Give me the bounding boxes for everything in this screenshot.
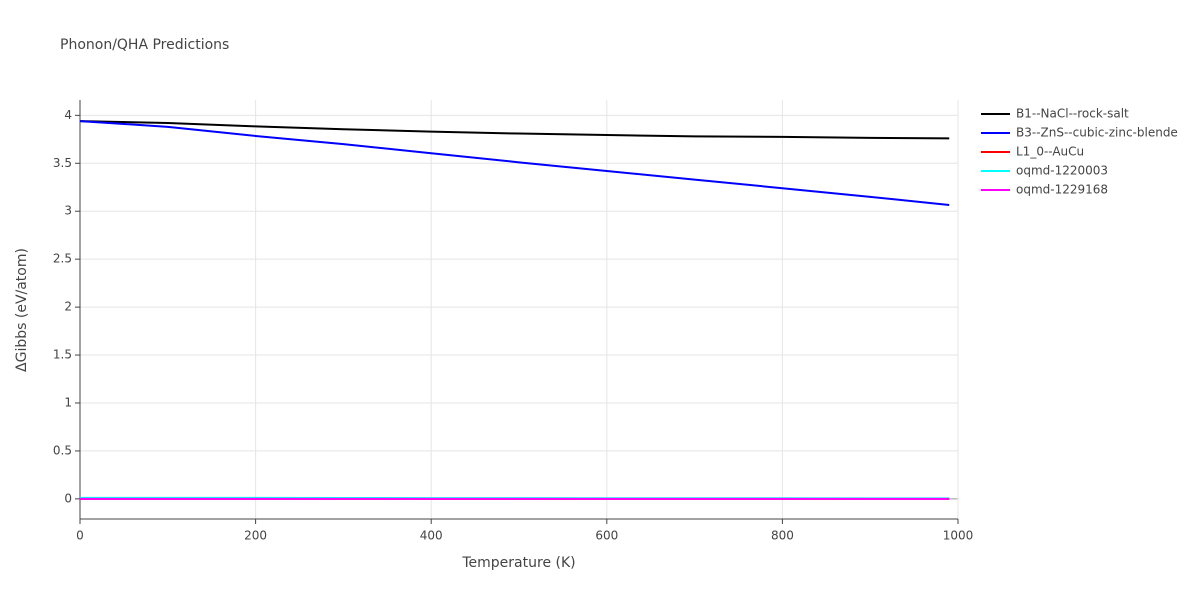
y-tick-label: 2	[64, 300, 72, 314]
x-tick-label: 0	[76, 529, 84, 543]
y-tick-label: 0	[64, 491, 72, 505]
legend-label: oqmd-1220003	[1016, 164, 1108, 178]
x-tick-label: 800	[771, 529, 794, 543]
x-tick-label: 1000	[943, 529, 974, 543]
y-tick-label: 3	[64, 204, 72, 218]
legend-label: oqmd-1229168	[1016, 183, 1108, 197]
x-axis-title: Temperature (K)	[461, 555, 575, 571]
x-tick-label: 200	[244, 529, 267, 543]
y-tick-label: 3.5	[53, 156, 72, 170]
y-tick-label: 1.5	[53, 348, 72, 362]
legend-label: L1_0--AuCu	[1016, 145, 1084, 159]
y-axis-title: ΔGibbs (eV/atom)	[14, 248, 30, 372]
y-tick-label: 0.5	[53, 443, 72, 457]
x-tick-label: 600	[595, 529, 618, 543]
y-tick-label: 1	[64, 395, 72, 409]
series-line	[80, 121, 949, 138]
legend-label: B1--NaCl--rock-salt	[1016, 107, 1129, 121]
x-tick-label: 400	[420, 529, 443, 543]
y-tick-label: 4	[64, 108, 72, 122]
y-tick-label: 2.5	[53, 252, 72, 266]
chart-title: Phonon/QHA Predictions	[60, 37, 229, 53]
legend-label: B3--ZnS--cubic-zinc-blende	[1016, 126, 1178, 140]
